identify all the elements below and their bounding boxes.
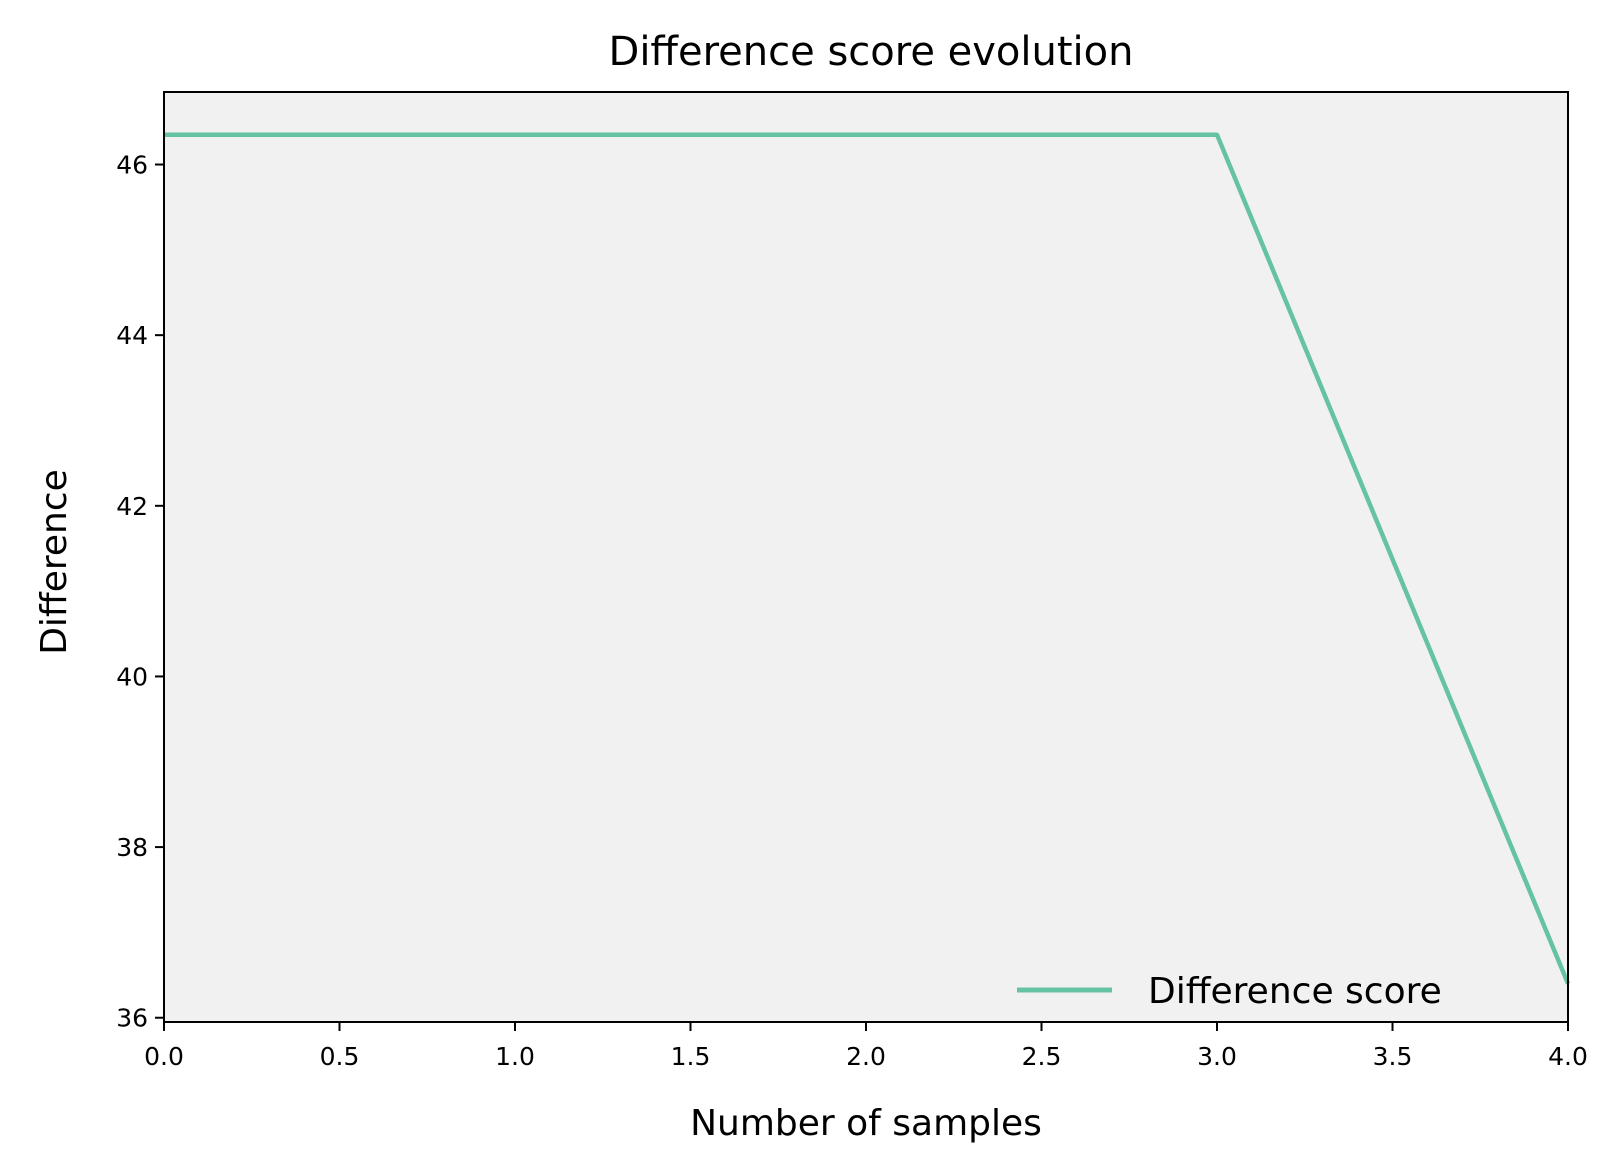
y-axis: 36 38 40 42 44 46: [116, 151, 164, 1033]
y-tick-label: 46: [116, 151, 148, 180]
x-axis-label: Number of samples: [690, 1103, 1042, 1144]
series-line: [164, 132, 1571, 985]
plot-frame: [163, 91, 1569, 1023]
x-tick-label: 4.0: [1548, 1042, 1588, 1071]
chart-title: Difference score evolution: [609, 29, 1134, 75]
x-tick-label: 1.0: [495, 1042, 535, 1071]
x-tick-label: 2.5: [1022, 1042, 1062, 1071]
y-axis-label: Difference: [34, 469, 75, 655]
y-tick-label: 40: [116, 662, 148, 691]
x-axis: 0.0 0.5 1.0 1.5 2.0 2.5 3.0 3.5 4.0: [144, 1022, 1588, 1071]
x-tick-label: 0.0: [144, 1042, 184, 1071]
y-tick-label: 36: [116, 1004, 148, 1033]
legend: Difference score: [1017, 971, 1442, 1012]
series-layer: [164, 132, 1571, 985]
y-tick-label: 38: [116, 833, 148, 862]
y-tick-label: 44: [116, 321, 148, 350]
x-tick-label: 3.5: [1373, 1042, 1413, 1071]
x-tick-label: 0.5: [320, 1042, 360, 1071]
x-tick-label: 2.0: [846, 1042, 886, 1071]
y-tick-label: 42: [116, 492, 148, 521]
x-tick-label: 1.5: [671, 1042, 711, 1071]
legend-label: Difference score: [1148, 971, 1442, 1012]
plot-area: [164, 92, 1568, 1022]
x-tick-label: 3.0: [1197, 1042, 1237, 1071]
